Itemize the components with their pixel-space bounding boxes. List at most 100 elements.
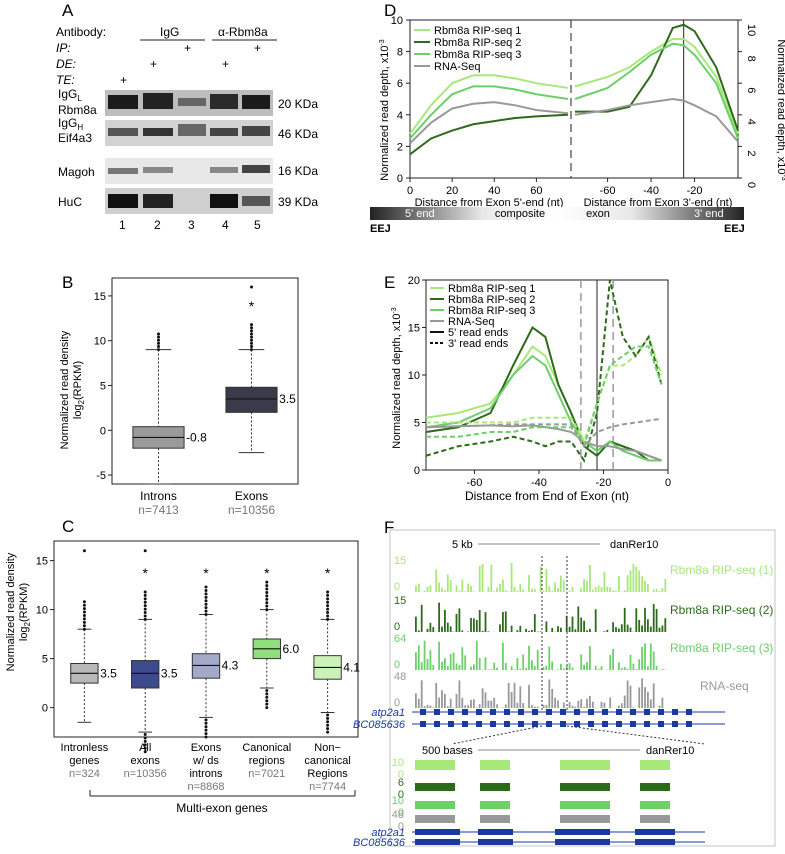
f-signal-bar xyxy=(577,701,579,708)
b-median-label: -0.8 xyxy=(186,430,207,444)
f-signal-bar xyxy=(511,692,513,708)
f-signal-bar xyxy=(551,661,553,670)
f-signal-bar xyxy=(415,652,417,670)
b-outlier xyxy=(250,339,253,342)
e-xlabel: Distance from End of Exon (nt) xyxy=(465,489,629,503)
e-xtick-label: -60 xyxy=(466,477,482,489)
blot1-sublabel: IgGL xyxy=(58,87,82,103)
c-category-label-2: w/ ds xyxy=(192,755,219,767)
blot2-kda: 46 KDa xyxy=(278,127,318,141)
d-xtick-label: 20 xyxy=(446,185,458,197)
c-category-label-2: exons xyxy=(131,755,161,767)
b-outlier xyxy=(250,348,253,351)
f-exon xyxy=(602,721,608,727)
f-signal-bar xyxy=(601,702,603,708)
f-signal-bar xyxy=(432,627,434,632)
c-outlier xyxy=(205,589,208,592)
e-ytick-label: 15 xyxy=(408,323,420,335)
f-zoom-block xyxy=(640,815,670,823)
f-signal-bar xyxy=(461,630,463,632)
c-category-label-1: Non− xyxy=(314,742,341,754)
c-outlier xyxy=(326,604,329,607)
antibody-row-label: Antibody: xyxy=(56,25,106,39)
f-signal-bar xyxy=(450,699,452,708)
f-signal-bar xyxy=(551,591,553,592)
f-signal-bar xyxy=(502,612,504,632)
c-outlier xyxy=(265,601,268,604)
f-signal-bar xyxy=(479,704,481,708)
f-signal-bar xyxy=(470,586,472,592)
f-signal-bar xyxy=(635,669,637,670)
f-zoom-block xyxy=(415,801,455,809)
f-signal-bar xyxy=(650,643,652,670)
b-box xyxy=(226,387,277,412)
panel-label-a: A xyxy=(62,1,74,20)
f-signal-bar xyxy=(641,576,643,592)
b-outlier xyxy=(250,332,253,335)
f-signal-bar xyxy=(415,586,417,592)
f-zoom-max: 10 xyxy=(392,795,404,807)
c-outlier xyxy=(83,614,86,617)
f-signal-bar xyxy=(580,654,582,670)
c-outlier xyxy=(144,611,147,614)
f-signal-bar xyxy=(569,702,571,708)
c-n-label: n=10356 xyxy=(124,768,167,780)
b-outlier xyxy=(157,339,160,342)
blot3-label: Magoh xyxy=(58,165,95,179)
f-signal-bar xyxy=(546,621,548,632)
b-star: * xyxy=(249,298,255,314)
f-zoom-max: 6 xyxy=(398,777,404,789)
f-signal-bar xyxy=(488,669,490,670)
f-exon xyxy=(476,721,482,727)
f-signal-bar xyxy=(427,587,429,592)
f-exon xyxy=(686,721,692,727)
f-signal-bar xyxy=(580,618,582,632)
b-outlier xyxy=(157,336,160,339)
f-signal-bar xyxy=(519,686,521,708)
c-outlier xyxy=(326,590,329,593)
c-outlier xyxy=(326,618,329,621)
f-signal-bar xyxy=(456,586,458,592)
c-median-label: 4.3 xyxy=(222,658,239,672)
c-box xyxy=(132,661,159,688)
c-outlier xyxy=(205,606,208,609)
f-exon xyxy=(672,709,678,715)
c-outlier xyxy=(83,628,86,631)
c-outlier xyxy=(205,603,208,606)
f-exon xyxy=(518,709,524,715)
d-legend-label: Rbm8a RIP-seq 3 xyxy=(434,49,521,61)
c-outlier xyxy=(205,718,208,721)
c-outlier xyxy=(205,729,208,732)
panel-a: A Antibody: IP: DE: TE: IgG α-Rbm8a + + … xyxy=(56,1,318,232)
f-signal-bar xyxy=(543,667,545,670)
f-signal-bar xyxy=(644,687,646,708)
d-xtick-label: -60 xyxy=(600,185,616,197)
f-signal-bar xyxy=(447,623,449,632)
e-ytick-label: 5 xyxy=(414,418,420,430)
f-signal-bar xyxy=(444,694,446,708)
f-signal-bar xyxy=(598,669,600,670)
b-ytick-label: -5 xyxy=(96,470,106,482)
f-signal-bar xyxy=(418,584,420,592)
f-track-max: 15 xyxy=(394,595,406,607)
c-outlier xyxy=(326,727,329,730)
f-signal-bar xyxy=(473,699,475,708)
f-signal-bar xyxy=(563,669,565,670)
c-star: * xyxy=(142,565,148,581)
c-outlier xyxy=(326,717,329,720)
f-exon xyxy=(630,709,636,715)
f-signal-bar xyxy=(624,667,626,670)
f-signal-bar xyxy=(589,565,591,592)
f-signal-bar xyxy=(470,667,472,670)
f-signal-bar xyxy=(517,630,519,632)
d-series-line-right xyxy=(575,39,738,134)
b-median-label: 3.5 xyxy=(279,392,296,406)
c-outlier xyxy=(265,692,268,695)
f-signal-bar xyxy=(499,584,501,592)
f-signal-bar xyxy=(528,685,530,708)
c-outlier xyxy=(265,696,268,699)
f-signal-bar xyxy=(435,569,437,592)
f-signal-bar xyxy=(444,658,446,670)
f-signal-bar xyxy=(644,581,646,592)
